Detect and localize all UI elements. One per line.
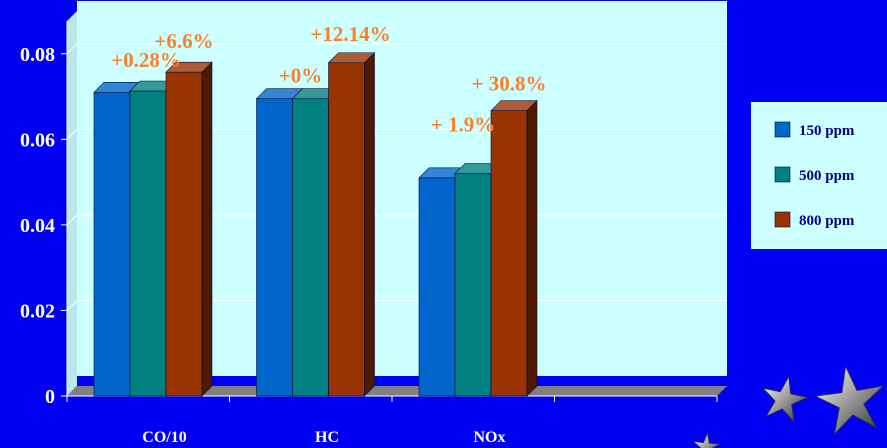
y-tick-label: 0.06 (20, 129, 55, 151)
floor-surface (67, 386, 727, 396)
bar (327, 52, 376, 397)
bar-front (328, 62, 365, 397)
bar-side (526, 99, 538, 397)
legend: 150 ppm 500 ppm 800 ppm (751, 102, 887, 249)
x-tick-label: NOx (474, 429, 506, 446)
decoration (692, 365, 885, 448)
bar-side (364, 52, 375, 397)
y-tick-label: 0 (45, 386, 55, 408)
bar-front (129, 90, 167, 397)
annotation-label: +6.6% (154, 29, 213, 53)
legend-label: 150 ppm (799, 123, 855, 139)
gridline-side (66, 128, 78, 140)
bars (93, 52, 538, 397)
legend-label: 800 ppm (799, 213, 855, 229)
plot-side-wall (67, 11, 77, 396)
annotation-label: +0% (279, 64, 322, 88)
gridline-side (66, 43, 78, 55)
bar-front (256, 98, 293, 397)
chart-floor (67, 386, 727, 396)
x-tick-label: CO/10 (142, 429, 186, 446)
annotation-label: + 1.9% (431, 113, 495, 137)
bar-front (165, 71, 203, 397)
y-tick-label: 0.08 (20, 44, 55, 66)
legend-swatch (774, 211, 791, 228)
annotations: +0.28%+6.6% +0% +12.14% + 1.9% + 30.8% (111, 22, 546, 137)
bar-front (292, 98, 329, 397)
annotation-label: +12.14% (310, 22, 390, 46)
bar (165, 61, 213, 397)
legend-swatch (774, 121, 791, 138)
x-tick-label: HC (315, 429, 339, 446)
star-decoration (692, 432, 721, 448)
bar-side (201, 61, 213, 397)
legend-label: 500 ppm (799, 168, 855, 184)
y-tick-label: 0.04 (20, 215, 55, 237)
gridline-side (66, 214, 78, 226)
legend-swatch (774, 166, 791, 183)
bar-front (454, 173, 492, 397)
gridline-side (66, 300, 78, 311)
bar-front (418, 177, 456, 397)
annotation-label: + 30.8% (472, 72, 547, 96)
star-decoration (814, 365, 885, 436)
annotation-label: +0.28% (111, 48, 181, 72)
star-decoration (761, 375, 810, 424)
bar-front (490, 110, 528, 397)
y-axis: 0 0.02 0.04 0.06 0.08 (20, 21, 68, 408)
legend-box (751, 102, 887, 249)
bar (490, 99, 538, 397)
y-tick-label: 0.02 (20, 300, 55, 322)
bar-front (93, 91, 131, 397)
x-axis: CO/10 HC NOx (66, 395, 718, 446)
